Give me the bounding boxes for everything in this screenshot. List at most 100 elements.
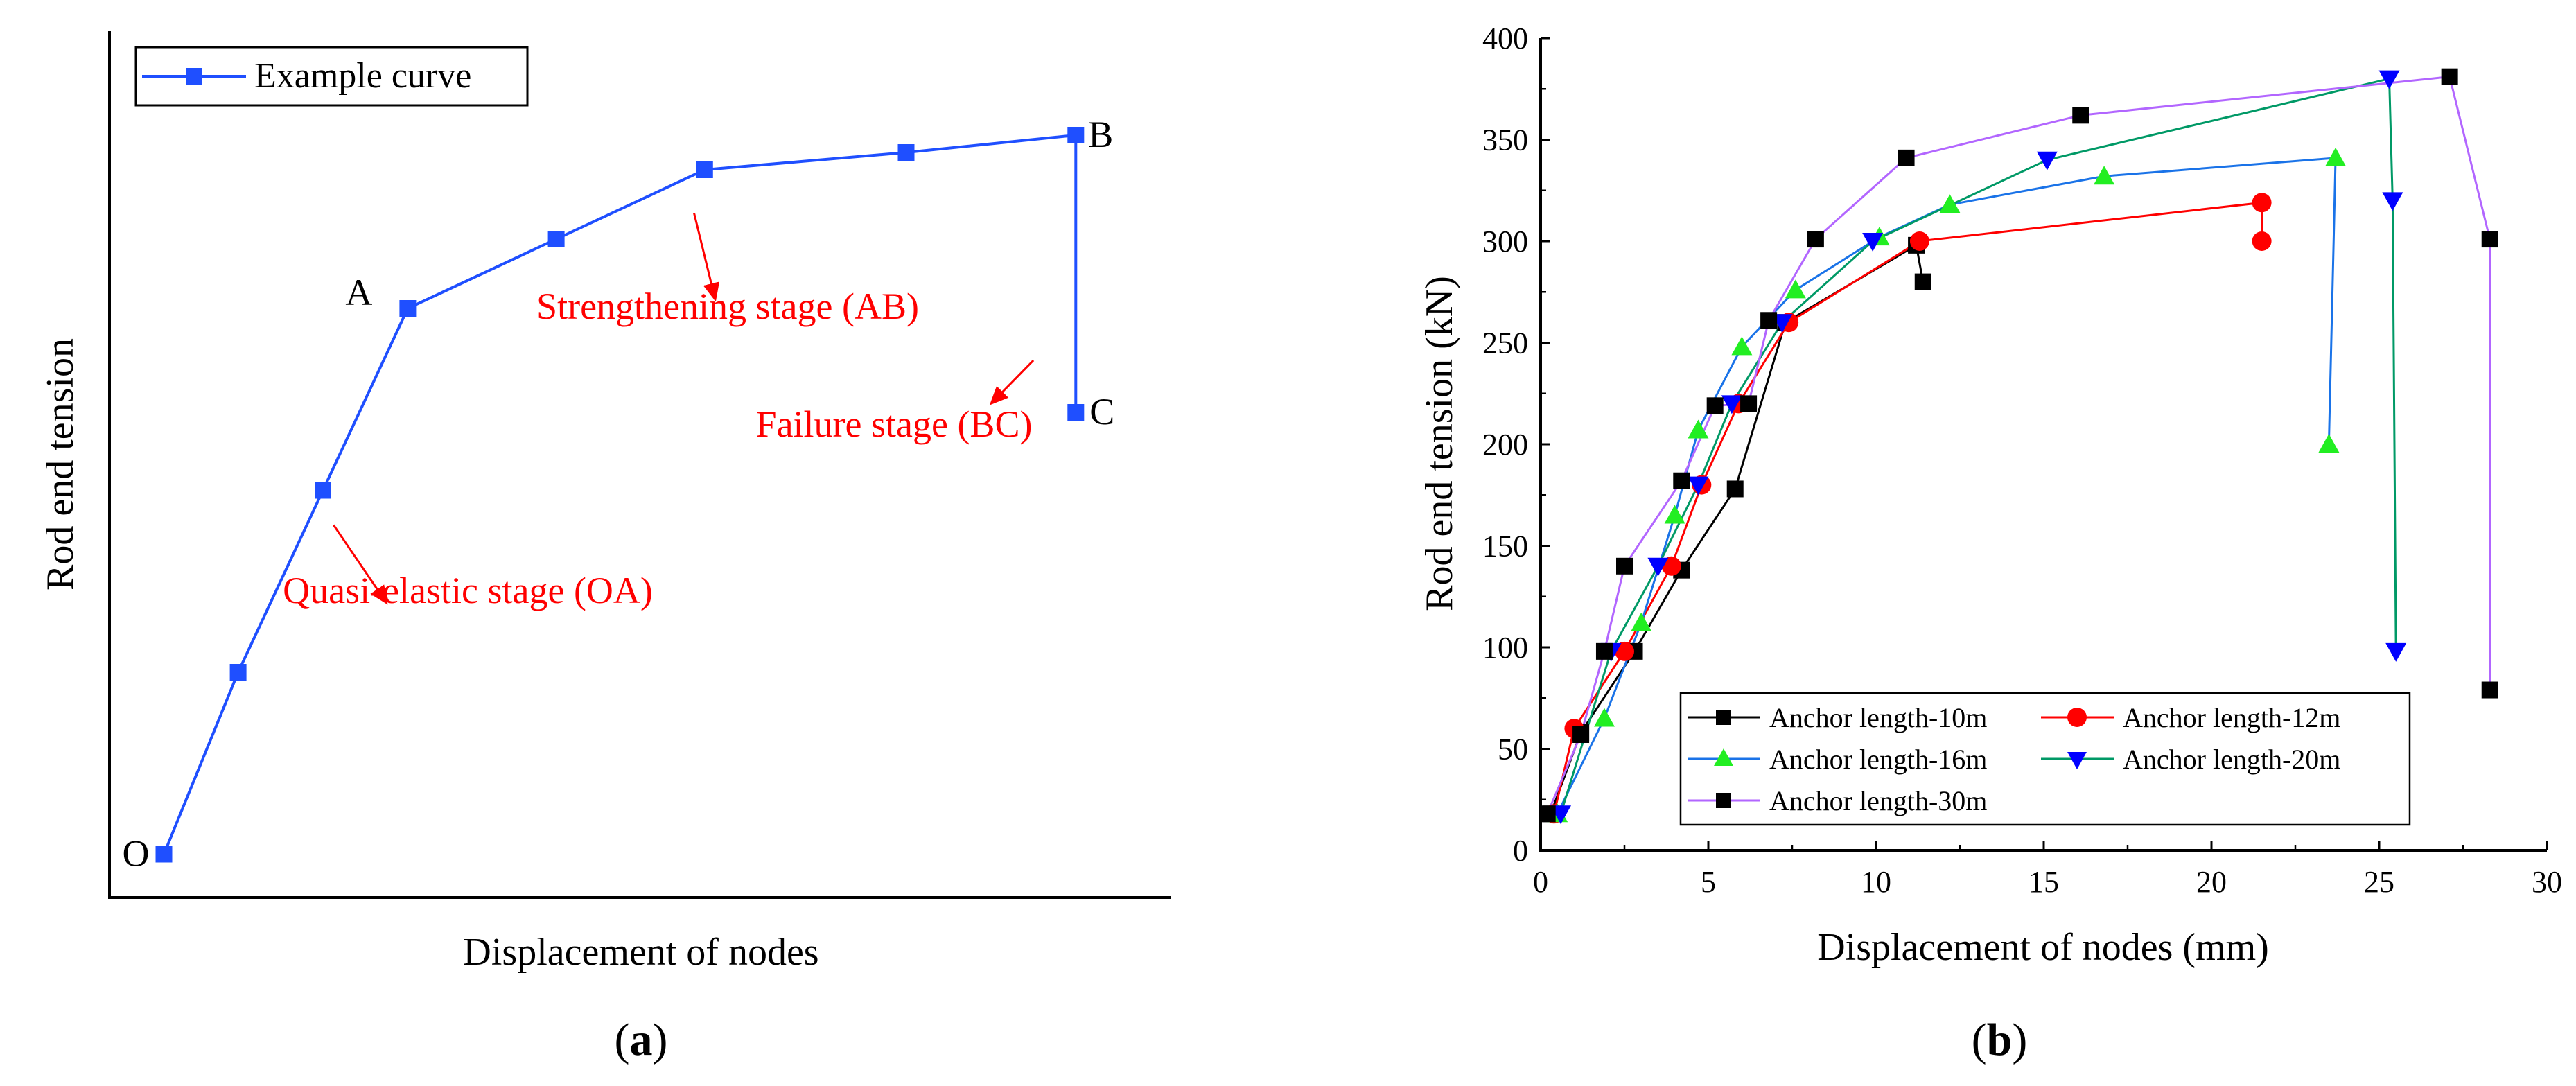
chart-a-point-1 [229,664,247,681]
chart-a-annotation-arrow-0 [333,524,388,605]
chart-b-point-anchor-length-16m [1593,708,1615,727]
chart-a-point-label-a: A [345,272,372,313]
chart-b-point-anchor-length-30m [2441,68,2458,85]
chart-b-point-anchor-length-16m [1631,612,1652,631]
chart-a-legend: Example curve [134,46,529,107]
chart-b-point-anchor-length-20m [1688,476,1709,496]
chart-b-y-tick-label: 100 [1482,631,1528,665]
chart-b-legend-label-12m: Anchor length-12m [2123,702,2340,733]
chart-a-legend-label: Example curve [254,56,471,96]
chart-b-point-anchor-length-30m [2481,231,2498,248]
chart-a-point-label-b: B [1088,114,1113,155]
chart-b-point-anchor-length-16m [2094,166,2115,185]
chart-a-x-axis-label: Displacement of nodes [463,931,818,974]
chart-a-point-4 [547,231,565,247]
chart-a-y-axis-label: Rod end tension [39,338,82,590]
chart-a-panel-label-open: ( [615,1015,630,1065]
chart-b-point-anchor-length-16m [2325,147,2347,166]
chart-b-point-anchor-length-12m [1661,556,1681,576]
chart-b-point-anchor-length-16m [1939,194,1961,213]
chart-a-point-7 [1067,127,1085,143]
chart-b-point-anchor-length-30m [1595,642,1613,660]
chart-b-point-anchor-length-20m [2382,192,2403,211]
chart-b-legend-item-16m: Anchor length-16m [1688,744,1987,775]
chart-b-legend-marker-10m [1716,710,1731,725]
chart-a-annotation-text-0: Quasi-elastic stage (OA) [283,570,653,611]
chart-a-point-5 [696,161,713,178]
chart-a-point-label-c: C [1089,391,1114,432]
chart-b-panel-label-close: ) [2012,1015,2027,1065]
chart-b-y-tick-label: 350 [1482,123,1528,157]
chart-b-legend-marker-12m [2067,708,2087,727]
chart-b-point-anchor-length-16m [1688,419,1709,439]
chart-b-point-anchor-length-30m [1673,472,1690,489]
chart-a-series-layer [155,127,1085,863]
chart-b-point-anchor-length-20m [1721,395,1742,414]
chart-b-point-anchor-length-30m [1760,312,1778,329]
chart-b-y-tick-label: 50 [1498,733,1528,767]
chart-b-legend-marker-30m [1716,793,1731,808]
chart-b-legend-marker-16m [1714,748,1733,766]
chart-b-legend-label-16m: Anchor length-16m [1769,744,1987,775]
chart-b-point-anchor-length-30m [1898,149,1915,166]
chart-b-point-anchor-length-16m [2318,434,2340,453]
chart-b-x-tick-label: 0 [1533,865,1548,899]
chart-a-series-line-example-curve [162,133,1078,855]
chart-a: O A B C Quasi-elastic stage (OA) Strengthenin… [39,31,1171,1065]
chart-b-x-tick-label: 15 [2029,865,2059,899]
chart-b-point-anchor-length-12m [1615,641,1634,661]
chart-b-point-anchor-length-30m [2072,107,2089,124]
chart-b-point-anchor-length-10m [1726,480,1744,498]
chart-b-point-anchor-length-30m [1807,231,1824,248]
chart-b-point-anchor-length-12m [2252,193,2272,213]
chart-b-y-tick-label: 0 [1513,834,1528,868]
chart-b-x-tick-label: 30 [2532,865,2562,899]
chart-b-point-anchor-length-30m [2481,681,2498,699]
chart-b-point-anchor-length-12m [2252,231,2272,251]
chart-b-series-layer [1539,68,2498,825]
chart-a-panel-label: (a) [615,1015,668,1065]
chart-b-point-anchor-length-20m [1647,557,1669,577]
chart-a-annotation-text-2: Failure stage (BC) [756,403,1033,445]
chart-b-legend-label-10m: Anchor length-10m [1769,702,1987,733]
chart-a-annotation-text-1: Strengthening stage (AB) [536,286,919,327]
chart-b-x-tick-label: 25 [2364,865,2394,899]
chart-b-x-tick-label: 5 [1701,865,1716,899]
chart-b-point-anchor-length-16m [1785,279,1806,299]
chart-a-annotation-layer: O A B C Quasi-elastic stage (OA) Strengthenin… [123,114,1115,875]
chart-b-y-tick-label: 400 [1482,21,1528,55]
chart-b-x-tick-label: 10 [1861,865,1891,899]
chart-b-point-anchor-length-20m [2378,70,2400,89]
chart-b-point-anchor-length-16m [1664,505,1685,524]
chart-a-legend-marker [186,68,202,85]
chart-b-point-anchor-length-20m [1862,233,1884,252]
chart-b-legend-item-10m: Anchor length-10m [1688,702,1987,733]
chart-b-point-anchor-length-16m [1731,336,1753,356]
chart-b-panel-label: (b) [1972,1015,2028,1065]
chart-b-legend-label-30m: Anchor length-30m [1769,785,1987,816]
chart-b-legend-marker-20m [2067,752,2087,769]
chart-b-legend-item-30m: Anchor length-30m [1688,785,1987,816]
chart-a-point-6 [897,144,915,161]
chart-b-point-anchor-length-30m [1740,395,1758,412]
chart-b-legend: Anchor length-10m Anchor length-12m Anch… [1679,692,2411,826]
chart-b-point-anchor-length-10m [1914,273,1931,290]
chart-b-legend-label-20m: Anchor length-20m [2123,744,2340,775]
chart-b-point-anchor-length-20m [2036,151,2058,170]
chart-a-panel-label-letter: a [630,1015,653,1065]
chart-b-y-axis-label: Rod end tension (kN) [1418,276,1461,611]
chart-b-x-tick-label: 20 [2196,865,2227,899]
chart-a-point-3 [399,300,417,317]
chart-a-point-label-o: O [123,833,150,875]
chart-b-point-anchor-length-30m [1706,397,1724,414]
chart-b-legend-item-20m: Anchor length-20m [2041,744,2340,775]
chart-a-panel-label-close: ) [653,1015,668,1065]
chart-b-panel-label-letter: b [1987,1015,2013,1065]
chart-b-y-tick-label: 150 [1482,529,1528,563]
chart-b-point-anchor-length-12m [1909,231,1929,251]
chart-b-panel-label-open: ( [1972,1015,1987,1065]
chart-a-annotation-arrow-1 [693,213,720,302]
